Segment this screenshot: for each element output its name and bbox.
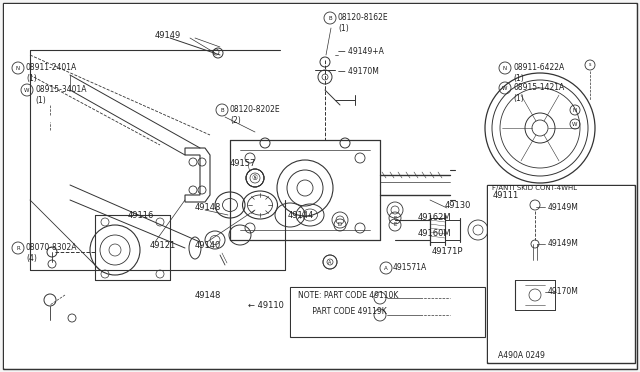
- Text: 49157: 49157: [230, 158, 257, 167]
- Text: A: A: [328, 260, 332, 264]
- Text: (4): (4): [26, 253, 37, 263]
- Text: 49144: 49144: [288, 211, 314, 219]
- Text: 08120-8162E: 08120-8162E: [338, 13, 388, 22]
- Text: (1): (1): [338, 23, 349, 32]
- Text: — 49170M: — 49170M: [338, 67, 379, 77]
- Text: N: N: [573, 108, 577, 112]
- Bar: [488, 186, 634, 362]
- Text: — 49149+A: — 49149+A: [338, 48, 384, 57]
- Bar: [290, 287, 485, 337]
- Text: 08911-2401A: 08911-2401A: [26, 64, 77, 73]
- Text: 49140: 49140: [195, 241, 221, 250]
- Text: W: W: [502, 86, 508, 90]
- Text: (2): (2): [230, 115, 241, 125]
- Text: 49162M: 49162M: [418, 214, 452, 222]
- Text: 49148: 49148: [195, 203, 221, 212]
- Text: (1): (1): [513, 93, 524, 103]
- Text: 49149M: 49149M: [548, 202, 579, 212]
- Text: B: B: [220, 108, 224, 112]
- Text: E: E: [394, 215, 397, 221]
- Text: R: R: [16, 246, 20, 250]
- Text: PART CODE 49119K: PART CODE 49119K: [298, 308, 387, 317]
- Text: W: W: [24, 87, 29, 93]
- Text: 49111: 49111: [493, 190, 519, 199]
- Text: 49149M: 49149M: [548, 240, 579, 248]
- Text: 08070-8302A: 08070-8302A: [26, 244, 77, 253]
- Text: D: D: [338, 222, 342, 228]
- Text: N: N: [503, 65, 507, 71]
- Text: 49121: 49121: [150, 241, 176, 250]
- Text: N: N: [16, 65, 20, 71]
- Text: 49170M: 49170M: [548, 288, 579, 296]
- Text: E: E: [394, 222, 397, 228]
- Text: 08915-3401A: 08915-3401A: [35, 86, 86, 94]
- Text: (1): (1): [35, 96, 45, 105]
- Text: 491571A: 491571A: [393, 263, 428, 273]
- Text: s: s: [589, 62, 591, 67]
- Text: B: B: [328, 16, 332, 20]
- Bar: [487, 185, 635, 363]
- Text: A: A: [384, 266, 388, 270]
- Text: 08911-6422A: 08911-6422A: [513, 64, 564, 73]
- Text: 49160M: 49160M: [418, 228, 452, 237]
- Text: A490A 0249: A490A 0249: [498, 350, 545, 359]
- Text: (1): (1): [26, 74, 36, 83]
- Text: 08120-8202E: 08120-8202E: [230, 106, 280, 115]
- Text: F/ANTI SKID CONT-4WHL: F/ANTI SKID CONT-4WHL: [492, 185, 577, 191]
- Bar: [291, 288, 484, 336]
- Text: ← 49110: ← 49110: [248, 301, 284, 310]
- Text: 49171P: 49171P: [432, 247, 463, 257]
- Text: 49130: 49130: [445, 201, 472, 209]
- Text: W: W: [572, 122, 578, 126]
- Text: (1): (1): [513, 74, 524, 83]
- Text: ⑤: ⑤: [252, 175, 258, 181]
- Text: 49116: 49116: [128, 211, 154, 219]
- Text: NOTE: PART CODE 49110K: NOTE: PART CODE 49110K: [298, 291, 398, 299]
- Text: 08915-1421A: 08915-1421A: [513, 83, 564, 93]
- Text: 49148: 49148: [195, 291, 221, 299]
- Text: 49149: 49149: [155, 31, 181, 39]
